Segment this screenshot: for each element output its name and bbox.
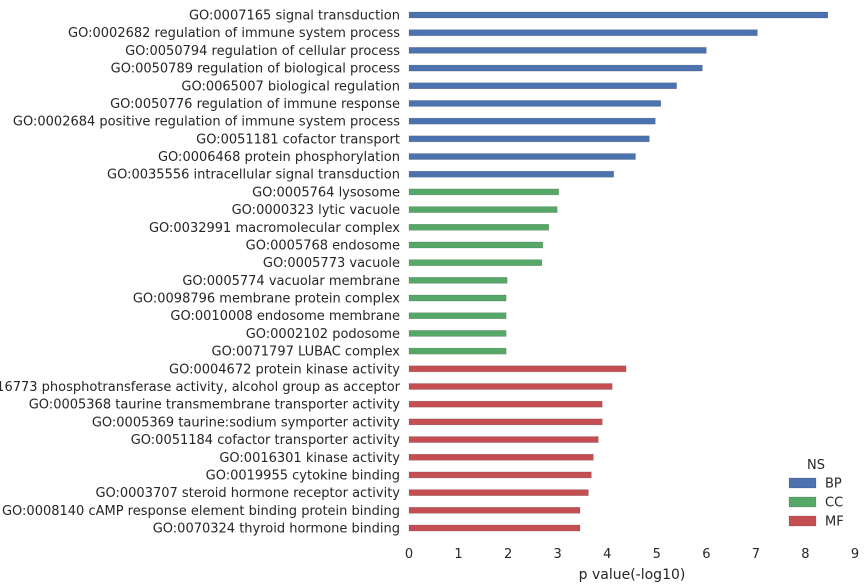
x-tick-label: 0 <box>405 547 413 562</box>
x-tick-label: 2 <box>504 547 512 562</box>
category-label: GO:0019955 cytokine binding <box>206 468 400 483</box>
category-labels: GO:0007165 signal transduction GO:0002682… <box>0 9 401 537</box>
category-label: GO:0071797 LUBAC complex <box>212 345 401 360</box>
bar <box>408 117 656 125</box>
category-label: GO:0002684 positive regulation of immune… <box>13 115 400 130</box>
bar <box>408 418 603 426</box>
category-label: GO:0000323 lytic vacuole <box>232 203 400 218</box>
category-label: GO:0008140 cAMP response element binding… <box>2 504 400 519</box>
category-label: GO:0051184 cofactor transporter activity <box>131 433 401 448</box>
legend-label: CC <box>825 496 843 511</box>
bar <box>408 400 603 408</box>
category-label: GO:0005773 vacuole <box>263 256 400 271</box>
bar <box>408 47 707 54</box>
bar <box>408 524 581 532</box>
bar <box>408 100 661 107</box>
x-tick-label: 1 <box>454 547 462 562</box>
bar <box>408 135 650 143</box>
x-tick-label: 7 <box>752 547 760 562</box>
category-label: GO:0016773 phosphotransferase activity, … <box>0 380 401 395</box>
category-label: GO:0065007 biological regulation <box>181 79 400 94</box>
legend-title: NS <box>807 458 825 473</box>
category-label: GO:0010008 endosome membrane <box>170 309 400 324</box>
bar <box>408 507 581 514</box>
x-tick-label: 8 <box>801 547 809 562</box>
bar <box>408 489 589 496</box>
legend-label: MF <box>825 515 844 530</box>
bar <box>408 347 507 355</box>
bar <box>408 365 627 373</box>
category-label: GO:0050776 regulation of immune response <box>110 97 400 112</box>
x-tick-label: 5 <box>653 547 661 562</box>
bar <box>408 206 558 213</box>
category-label: GO:0035556 intracellular signal transduc… <box>107 168 400 183</box>
bar <box>408 471 592 479</box>
bar <box>408 82 677 90</box>
x-axis-ticks: 0 1 2 3 4 5 6 7 8 9 <box>405 547 859 562</box>
category-label: GO:0003707 steroid hormone receptor acti… <box>95 486 400 501</box>
bar <box>408 436 599 443</box>
category-label: GO:0005368 taurine transmembrane transpo… <box>29 398 401 413</box>
category-label: GO:0032991 macromolecular complex <box>149 221 400 236</box>
bar <box>408 454 594 461</box>
legend-swatch <box>788 515 817 527</box>
x-axis-title: p value(-log10) <box>579 567 686 583</box>
legend-swatch <box>788 477 817 489</box>
bar <box>408 224 549 231</box>
bar <box>408 383 613 390</box>
legend: NS BP CC MF <box>788 458 844 530</box>
bar <box>408 170 614 178</box>
x-tick-label: 9 <box>851 547 859 562</box>
bar <box>408 277 508 284</box>
x-tick-label: 4 <box>603 547 611 562</box>
bar <box>408 29 758 36</box>
category-label: GO:0005369 taurine:sodium symporter acti… <box>92 415 400 430</box>
category-label: GO:0005764 lysosome <box>252 185 400 200</box>
category-label: GO:0002682 regulation of immune system p… <box>68 26 400 41</box>
category-label: GO:0004672 protein kinase activity <box>169 362 400 377</box>
category-label: GO:0050789 regulation of biological proc… <box>111 62 401 77</box>
bar <box>408 259 543 266</box>
bar <box>408 188 559 196</box>
category-label: GO:0070324 thyroid hormone binding <box>153 522 400 537</box>
category-label: GO:0098796 membrane protein complex <box>133 292 400 307</box>
category-label: GO:0005768 endosome <box>246 238 400 253</box>
category-label: GO:0051181 cofactor transport <box>196 132 400 147</box>
bar <box>408 153 636 160</box>
category-label: GO:0050794 regulation of cellular proces… <box>125 44 400 59</box>
category-label: GO:0016301 kinase activity <box>219 451 400 466</box>
legend-label: BP <box>825 477 842 492</box>
legend-swatch <box>788 496 817 508</box>
bar <box>408 294 507 302</box>
bar <box>408 312 507 319</box>
bar <box>408 11 828 19</box>
bar <box>408 64 703 72</box>
category-label: GO:0005774 vacuolar membrane <box>182 274 400 289</box>
x-tick-label: 3 <box>554 547 562 562</box>
bar <box>408 330 507 337</box>
bars-layer <box>408 11 828 532</box>
bar <box>408 241 544 249</box>
legend-entries: BP CC MF <box>788 477 844 530</box>
x-tick-label: 6 <box>702 547 710 562</box>
category-label: GO:0002102 podosome <box>246 327 400 342</box>
category-label: GO:0006468 protein phosphorylation <box>158 150 400 165</box>
category-label: GO:0007165 signal transduction <box>189 9 400 24</box>
